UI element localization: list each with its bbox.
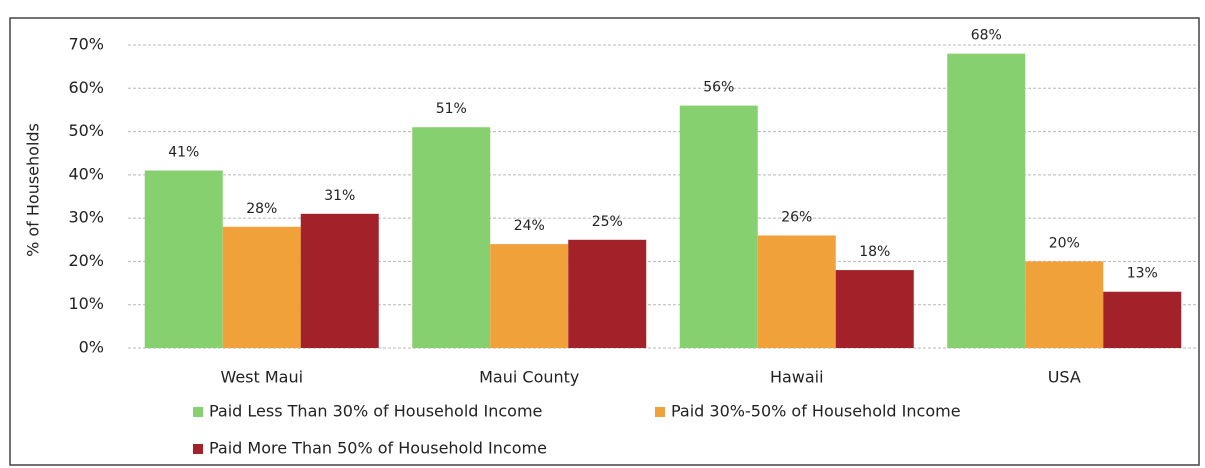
bar xyxy=(1025,261,1104,348)
x-tick-label: Maui County xyxy=(479,368,579,387)
y-tick-label: 20% xyxy=(68,251,104,270)
y-tick-label: 60% xyxy=(68,78,104,97)
data-label: 68% xyxy=(971,28,1002,44)
y-tick-label: 30% xyxy=(68,208,104,227)
data-label: 26% xyxy=(781,209,812,225)
chart-frame xyxy=(9,17,1200,466)
legend-swatch xyxy=(193,407,203,417)
data-label: 13% xyxy=(1127,266,1158,282)
bar xyxy=(412,127,491,348)
legend-swatch xyxy=(655,407,665,417)
bar xyxy=(947,53,1026,349)
bar xyxy=(679,105,758,348)
bar xyxy=(757,235,836,348)
data-label: 25% xyxy=(592,214,623,230)
legend-label: Paid More Than 50% of Household Income xyxy=(209,439,547,458)
legend-label: Paid 30%-50% of Household Income xyxy=(671,402,961,421)
bar xyxy=(144,170,223,348)
x-tick-label: West Maui xyxy=(220,368,303,387)
y-tick-label: 10% xyxy=(68,294,104,313)
data-label: 56% xyxy=(703,80,734,96)
bar xyxy=(835,270,914,348)
y-tick-label: 50% xyxy=(68,121,104,140)
data-label: 41% xyxy=(168,145,199,161)
y-axis-label: % of Households xyxy=(24,123,43,257)
data-label: 20% xyxy=(1049,235,1080,251)
x-tick-label: USA xyxy=(1048,368,1081,387)
bar xyxy=(568,239,647,348)
data-label: 18% xyxy=(859,244,890,260)
bar xyxy=(490,244,569,348)
bar xyxy=(1103,291,1182,348)
bar xyxy=(222,226,301,348)
bar xyxy=(300,213,379,348)
data-label: 24% xyxy=(514,218,545,234)
data-label: 31% xyxy=(324,188,355,204)
y-tick-label: 40% xyxy=(68,164,104,183)
y-tick-label: 0% xyxy=(79,338,104,357)
data-label: 28% xyxy=(246,201,277,217)
legend-swatch xyxy=(193,444,203,454)
legend-label: Paid Less Than 30% of Household Income xyxy=(209,402,542,421)
y-tick-label: 70% xyxy=(68,35,104,54)
data-label: 51% xyxy=(436,101,467,117)
x-tick-label: Hawaii xyxy=(770,368,824,387)
